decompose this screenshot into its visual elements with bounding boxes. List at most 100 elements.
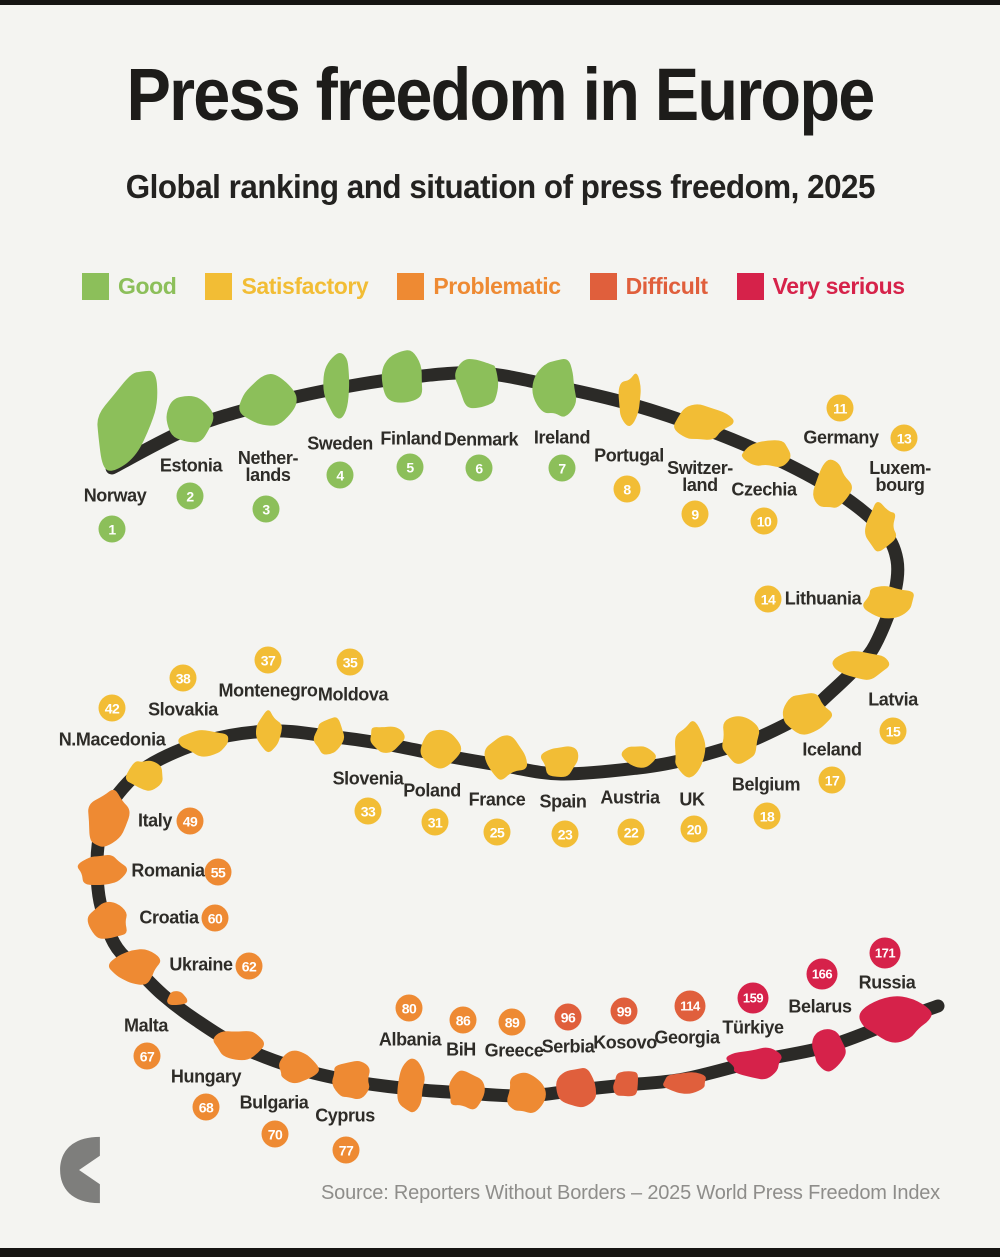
country-label: Lithuania (784, 588, 862, 609)
country-shape (859, 996, 932, 1043)
rank-badge: 96 (554, 1003, 582, 1031)
rank-badge: 14 (754, 585, 782, 613)
rank-badge: 10 (750, 507, 778, 535)
country-shape (239, 373, 297, 426)
country-shape (663, 1072, 706, 1094)
country-shape (420, 729, 462, 769)
country-label: Hungary (170, 1066, 242, 1087)
rank-badge: 114 (674, 990, 706, 1022)
legend-swatch-icon (397, 273, 425, 300)
country-shape (674, 404, 734, 440)
country-label: Georgia (654, 1027, 720, 1048)
country-label: Austria (600, 787, 660, 808)
rank-badge: 159 (737, 982, 769, 1014)
country-label: Sweden (307, 433, 373, 454)
country-label: Türkiye (722, 1017, 784, 1038)
country-shape (741, 440, 791, 467)
rank-badge: 9 (681, 500, 709, 528)
country-label: Finland (380, 428, 442, 449)
country-label: Bulgaria (239, 1092, 309, 1113)
country-label: Ireland (533, 427, 591, 448)
country-shape (87, 901, 127, 939)
rank-badge: 23 (551, 820, 579, 848)
country-label: Romania (131, 860, 205, 881)
country-shape (484, 735, 528, 780)
rank-badge: 171 (869, 937, 901, 969)
country-shape (613, 1071, 639, 1097)
country-label: Kosovo (593, 1032, 657, 1053)
rank-badge: 33 (354, 797, 382, 825)
country-shape (532, 359, 577, 417)
country-shape (726, 1047, 782, 1080)
country-label: Serbia (541, 1036, 595, 1057)
legend-label: Problematic (433, 273, 561, 299)
rank-badge: 17 (818, 766, 846, 794)
rank-badge: 89 (498, 1008, 526, 1036)
rank-badge: 37 (254, 646, 282, 674)
rank-badge: 2 (176, 482, 204, 510)
page-title-text: Press freedom in Europe (126, 53, 876, 136)
rank-badge: 22 (617, 818, 645, 846)
country-shape (166, 396, 214, 443)
country-shape (621, 746, 656, 768)
country-label: Belarus (788, 996, 852, 1017)
rank-badge: 68 (192, 1093, 220, 1121)
rank-badge: 166 (806, 958, 838, 990)
country-shape (540, 746, 579, 777)
country-label: Germany (803, 427, 879, 448)
country-label: Switzer- land (667, 457, 733, 495)
country-shape (782, 693, 833, 735)
legend-item: Difficult (589, 273, 708, 300)
country-label: France (468, 789, 526, 810)
rank-badge: 70 (261, 1120, 289, 1148)
country-shape (370, 726, 405, 753)
rank-badge: 6 (465, 454, 493, 482)
country-label: Moldova (317, 684, 389, 705)
top-border-bar (0, 0, 1000, 5)
country-shape (97, 370, 158, 471)
rank-badge: 35 (336, 648, 364, 676)
rank-badge: 11 (826, 394, 854, 422)
country-shape (255, 710, 282, 753)
country-label: Latvia (868, 689, 918, 710)
country-label: Belgium (731, 774, 801, 795)
country-label: Croatia (139, 907, 199, 928)
country-label: Slovakia (148, 699, 218, 720)
country-label: Denmark (443, 429, 519, 450)
country-label: Malta (123, 1015, 169, 1036)
legend-label: Satisfactory (241, 273, 369, 299)
legend-item: Good (82, 273, 177, 300)
country-label: Ukraine (169, 954, 233, 975)
rank-badge: 77 (332, 1136, 360, 1164)
bottom-border-bar (0, 1248, 1000, 1257)
rank-badge: 18 (753, 802, 781, 830)
country-label: Portugal (594, 445, 664, 466)
country-shape (279, 1050, 319, 1084)
legend-item: Very serious (736, 273, 905, 300)
rank-badge: 62 (235, 952, 263, 980)
country-label: Albania (378, 1029, 442, 1050)
country-label: Iceland (802, 739, 862, 760)
rank-badge: 7 (548, 454, 576, 482)
country-shape (449, 1070, 485, 1110)
country-label: Czechia (731, 479, 797, 500)
country-shape (832, 651, 890, 680)
rank-badge: 1 (98, 515, 126, 543)
rank-badge: 38 (169, 664, 197, 692)
country-label: Russia (858, 972, 916, 993)
country-shape (313, 717, 345, 755)
country-label: Luxem- bourg (869, 457, 931, 495)
rank-badge: 13 (890, 424, 918, 452)
country-shape (865, 501, 897, 552)
rank-badge: 99 (610, 997, 638, 1025)
source-attribution: Source: Reporters Without Borders – 2025… (321, 1182, 940, 1204)
country-shape (88, 789, 130, 847)
country-shape (812, 1029, 846, 1072)
country-label: Cyprus (315, 1105, 375, 1126)
country-shape (381, 350, 423, 403)
legend-swatch-icon (205, 273, 233, 300)
legend-label: Good (118, 273, 177, 299)
rank-badge: 31 (421, 808, 449, 836)
rank-badge: 42 (98, 694, 126, 722)
